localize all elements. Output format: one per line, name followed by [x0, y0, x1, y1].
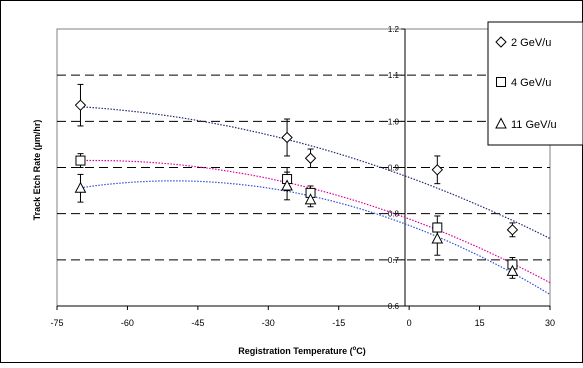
y-tick-label: 0.8 [388, 210, 400, 219]
triangle-marker [74, 181, 87, 193]
triangle-marker [506, 264, 519, 276]
y-tick-label: 0.7 [388, 256, 400, 265]
diamond-marker [506, 224, 519, 236]
x-tick-label: 0 [407, 318, 412, 328]
x-tick-label: 30 [545, 318, 555, 328]
triangle-marker [495, 117, 507, 129]
triangle-marker [304, 193, 317, 205]
diamond-marker [304, 152, 317, 164]
triangle-marker [431, 232, 444, 244]
x-tick-label: -75 [50, 318, 63, 328]
y-tick-label: 0.9 [388, 164, 400, 173]
tick-labels: 0.6 0.7 0.8 0.9 1.0 1.1 1.2 -75 -60 -45 -30 -15 0 15 3… [50, 25, 555, 328]
legend-label: 2 GeV/u [511, 37, 551, 49]
grid-lines [57, 74, 550, 261]
triangle-marker [281, 179, 293, 191]
x-tick-label: -45 [191, 318, 204, 328]
trendline [80, 106, 551, 240]
y-tick-label: 0.6 [388, 302, 400, 311]
trendline [80, 180, 551, 295]
legend-label: 4 GeV/u [511, 77, 551, 89]
square-marker [496, 77, 506, 87]
legend-label: 11 GeV/u [511, 119, 557, 131]
diamond-marker [431, 164, 444, 176]
legend: 2 GeV/u 4 GeV/u 11 GeV/u [487, 21, 583, 146]
x-tick-label: -30 [262, 318, 275, 328]
y-tick-label: 1.1 [388, 71, 400, 80]
square-marker [432, 222, 443, 233]
diamond-marker [281, 131, 293, 144]
y-tick-label: 1.2 [388, 25, 400, 34]
y-axis-title: Track Etch Rate (µm/hr) [32, 120, 42, 221]
diamond-marker [74, 99, 87, 111]
x-tick-label: 15 [475, 318, 485, 328]
square-marker [75, 155, 86, 166]
x-axis-title: Registration Temperature (oC) [238, 346, 366, 356]
x-tick-label: -60 [121, 318, 134, 328]
data-markers [74, 99, 519, 276]
y-tick-label: 1.0 [388, 117, 400, 126]
diamond-marker [495, 36, 507, 48]
axes [56, 28, 551, 310]
x-tick-label: -15 [332, 318, 345, 328]
